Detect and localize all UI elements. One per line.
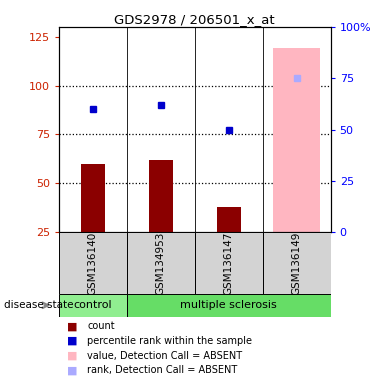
Text: value, Detection Call = ABSENT: value, Detection Call = ABSENT — [87, 351, 242, 361]
Text: ■: ■ — [66, 321, 77, 331]
Text: rank, Detection Call = ABSENT: rank, Detection Call = ABSENT — [87, 365, 238, 375]
Bar — [127, 232, 195, 294]
Text: GSM136149: GSM136149 — [291, 231, 302, 295]
Bar — [217, 207, 241, 232]
Text: ■: ■ — [66, 365, 77, 375]
Title: GDS2978 / 206501_x_at: GDS2978 / 206501_x_at — [114, 13, 275, 26]
Bar — [273, 48, 320, 232]
Text: GSM134953: GSM134953 — [156, 231, 166, 295]
Bar — [59, 232, 127, 294]
Text: ■: ■ — [66, 351, 77, 361]
Text: percentile rank within the sample: percentile rank within the sample — [87, 336, 252, 346]
Bar — [149, 160, 173, 232]
Text: count: count — [87, 321, 115, 331]
Text: disease state: disease state — [4, 300, 73, 310]
Bar — [127, 294, 331, 317]
Bar — [59, 294, 127, 317]
Text: multiple sclerosis: multiple sclerosis — [180, 300, 277, 310]
Bar — [81, 164, 105, 232]
Bar — [263, 232, 331, 294]
Text: control: control — [74, 300, 112, 310]
Bar — [195, 232, 263, 294]
Text: ■: ■ — [66, 336, 77, 346]
Text: GSM136147: GSM136147 — [224, 231, 234, 295]
Text: GSM136140: GSM136140 — [88, 232, 98, 295]
